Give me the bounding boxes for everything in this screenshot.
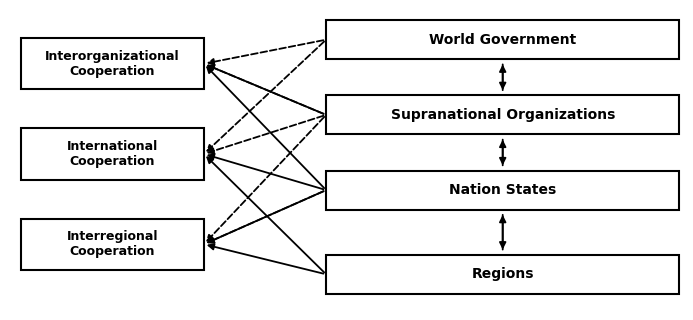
Text: Interregional
Cooperation: Interregional Cooperation [67,230,158,258]
Text: Nation States: Nation States [449,183,556,197]
Bar [326,171,679,210]
Bar [21,219,204,270]
Text: Interorganizational
Cooperation: Interorganizational Cooperation [45,50,179,78]
Text: Supranational Organizations: Supranational Organizations [391,108,615,122]
Bar [21,128,204,180]
Text: International
Cooperation: International Cooperation [67,140,158,168]
Bar [21,38,204,89]
Bar [326,20,679,59]
Bar [326,95,679,134]
Text: World Government: World Government [429,33,577,47]
Text: Regions: Regions [471,267,534,281]
Bar [326,255,679,294]
